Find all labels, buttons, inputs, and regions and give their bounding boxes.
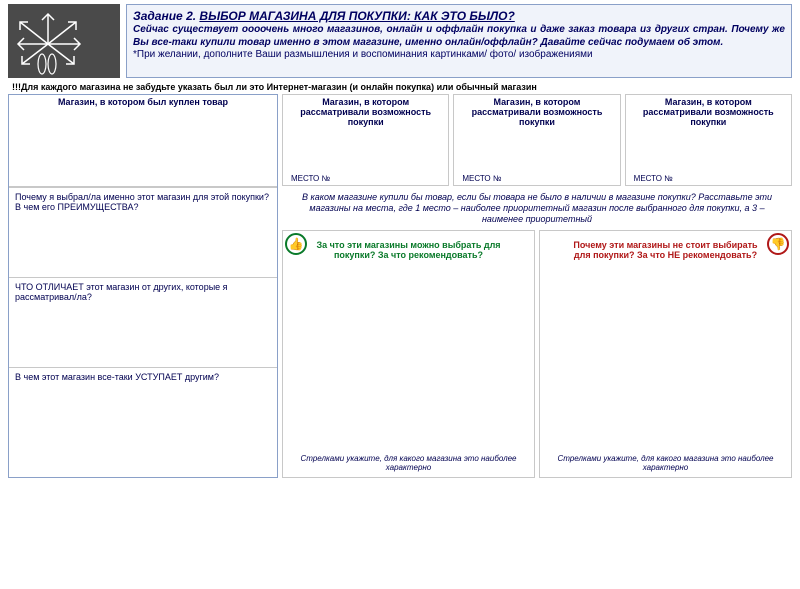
store-place-label: МЕСТО № — [458, 174, 615, 183]
cons-body-area — [540, 269, 791, 451]
pros-body-area — [283, 269, 534, 451]
cons-footnote: Стрелками укажите, для какого магазина э… — [540, 451, 791, 477]
considered-stores-row: Магазин, в котором рассматривали возможн… — [282, 94, 792, 186]
header-row: Задание 2. ВЫБОР МАГАЗИНА ДЛЯ ПОКУПКИ: К… — [8, 4, 792, 78]
task-title-main: ВЫБОР МАГАЗИНА ДЛЯ ПОКУПКИ: КАК ЭТО БЫЛО… — [199, 9, 514, 23]
question-difference: ЧТО ОТЛИЧАЕТ этот магазин от других, кот… — [9, 277, 277, 367]
pros-box: За что эти магазины можно выбрать для по… — [282, 230, 535, 478]
online-offline-reminder: !!!Для каждого магазина не забудьте указ… — [12, 82, 792, 92]
question-disadvantages: В чем этот магазин все-таки УСТУПАЕТ дру… — [9, 367, 277, 477]
cons-box: Почему эти магазины не стоит выбирать дл… — [539, 230, 792, 478]
task-body: Сейчас существует оооочень много магазин… — [133, 24, 785, 49]
purchased-store-header: Магазин, в котором был куплен товар — [9, 95, 277, 187]
priority-instruction: В каком магазине купили бы товар, если б… — [282, 188, 792, 228]
alternatives-column: Магазин, в котором рассматривали возможн… — [282, 94, 792, 478]
considered-store-3: Магазин, в котором рассматривали возможн… — [625, 94, 792, 186]
question-advantages: Почему я выбрал/ла именно этот магазин д… — [9, 187, 277, 277]
task-title: Задание 2. ВЫБОР МАГАЗИНА ДЛЯ ПОКУПКИ: К… — [133, 9, 785, 24]
purchased-store-column: Магазин, в котором был куплен товар Поче… — [8, 94, 278, 478]
considered-store-1: Магазин, в котором рассматривали возможн… — [282, 94, 449, 186]
store-place-label: МЕСТО № — [287, 174, 444, 183]
cons-heading: Почему эти магазины не стоит выбирать дл… — [540, 231, 791, 269]
task-title-prefix: Задание 2. — [133, 9, 199, 23]
pros-cons-row: За что эти магазины можно выбрать для по… — [282, 230, 792, 478]
main-grid: Магазин, в котором был куплен товар Поче… — [8, 94, 792, 478]
store-header: Магазин, в котором рассматривали возможн… — [458, 97, 615, 127]
decision-arrows-thumbnail — [8, 4, 120, 78]
store-place-label: МЕСТО № — [630, 174, 787, 183]
pros-heading: За что эти магазины можно выбрать для по… — [283, 231, 534, 269]
pros-footnote: Стрелками укажите, для какого магазина э… — [283, 451, 534, 477]
store-header: Магазин, в котором рассматривали возможн… — [630, 97, 787, 127]
task-note: *При желании, дополните Ваши размышления… — [133, 49, 785, 62]
worksheet-page: Задание 2. ВЫБОР МАГАЗИНА ДЛЯ ПОКУПКИ: К… — [0, 0, 800, 482]
task-description-box: Задание 2. ВЫБОР МАГАЗИНА ДЛЯ ПОКУПКИ: К… — [126, 4, 792, 78]
considered-store-2: Магазин, в котором рассматривали возможн… — [453, 94, 620, 186]
store-header: Магазин, в котором рассматривали возможн… — [287, 97, 444, 127]
